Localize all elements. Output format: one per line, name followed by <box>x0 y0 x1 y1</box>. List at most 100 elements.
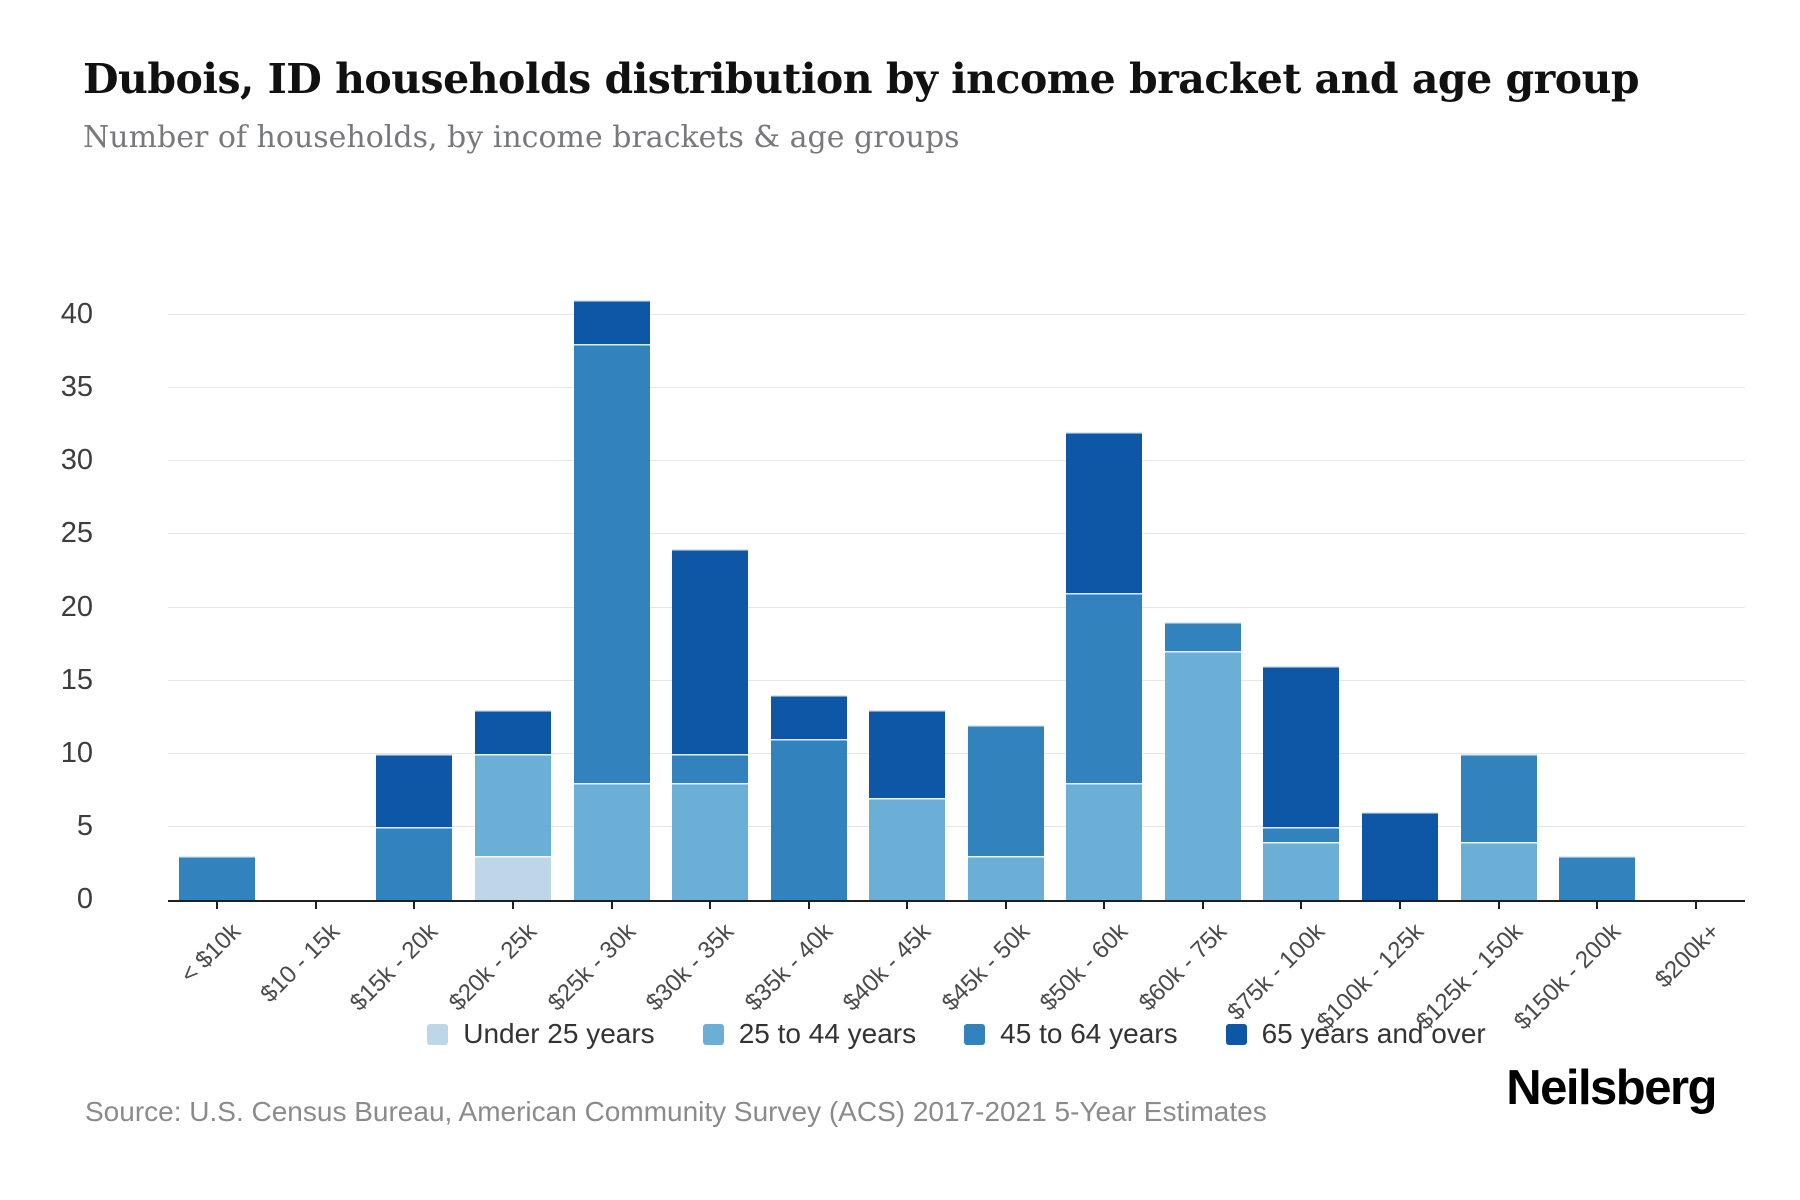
x-axis-tick-label: $30k - 35k <box>640 918 740 1017</box>
x-axis-tick <box>1201 900 1204 909</box>
legend-swatch-icon <box>702 1023 724 1045</box>
x-axis-tick-label: $200k+ <box>1649 918 1725 994</box>
legend-item-Under 25 years[interactable]: Under 25 years <box>427 1018 655 1050</box>
bar-segment-65 years and over[interactable] <box>672 549 749 754</box>
bar-$50k - 60k[interactable] <box>1066 432 1143 900</box>
x-axis-tick <box>1300 900 1303 909</box>
legend-label: Under 25 years <box>463 1018 655 1049</box>
gridline-35 <box>168 387 1745 389</box>
bar-segment-25 to 44 years[interactable] <box>672 783 749 900</box>
bar-$40k - 45k[interactable] <box>869 709 946 900</box>
gridline-25 <box>168 533 1745 535</box>
x-axis-tick-label: < $10k <box>175 918 247 989</box>
legend-item-25 to 44 years[interactable]: 25 to 44 years <box>702 1018 917 1050</box>
bar-segment-25 to 44 years[interactable] <box>1066 783 1143 900</box>
y-axis-tick-label: 25 <box>60 517 93 550</box>
y-axis-tick-label: 5 <box>76 809 93 842</box>
legend-swatch-icon <box>427 1023 449 1045</box>
bar-$75k - 100k[interactable] <box>1263 666 1340 900</box>
x-axis-tick-label: $25k - 30k <box>542 918 641 1017</box>
x-axis-tick-label: $15k - 20k <box>345 918 444 1017</box>
gridline-20 <box>168 606 1745 608</box>
bar-segment-65 years and over[interactable] <box>770 695 847 740</box>
bar-segment-45 to 64 years[interactable] <box>1460 753 1537 842</box>
gridline-15 <box>168 679 1745 681</box>
bar-segment-45 to 64 years[interactable] <box>967 724 1044 857</box>
bar-$30k - 35k[interactable] <box>672 549 749 900</box>
gridline-5 <box>168 825 1745 827</box>
legend-label: 65 years and over <box>1261 1018 1486 1049</box>
bar-segment-45 to 64 years[interactable] <box>573 344 650 783</box>
x-axis-tick <box>1596 900 1599 909</box>
x-axis-tick <box>413 900 416 909</box>
bar-$150k - 200k[interactable] <box>1559 856 1636 900</box>
y-axis-tick-label: 10 <box>60 736 93 769</box>
y-axis-tick-label: 30 <box>60 444 93 477</box>
bar-segment-45 to 64 years[interactable] <box>1263 826 1340 842</box>
x-axis-tick <box>709 900 712 909</box>
legend-label: 25 to 44 years <box>738 1018 917 1049</box>
source-attribution: Source: U.S. Census Bureau, American Com… <box>85 1096 1267 1127</box>
bar-segment-Under 25 years[interactable] <box>474 856 551 900</box>
bar-segment-45 to 64 years[interactable] <box>672 753 749 783</box>
bar-$25k - 30k[interactable] <box>573 300 650 900</box>
x-axis-tick <box>216 900 219 909</box>
bar-segment-65 years and over[interactable] <box>1066 432 1143 593</box>
x-axis-tick <box>906 900 909 909</box>
bar-segment-45 to 64 years[interactable] <box>376 826 453 900</box>
chart-legend: Under 25 years 25 to 44 years 45 to 64 yea… <box>168 1018 1745 1050</box>
bar-segment-65 years and over[interactable] <box>573 300 650 345</box>
bar-segment-45 to 64 years[interactable] <box>1066 592 1143 783</box>
bar-segment-65 years and over[interactable] <box>869 709 946 798</box>
gridline-30 <box>168 460 1745 462</box>
x-axis-tick <box>1497 900 1500 909</box>
x-axis-tick-label: $35k - 40k <box>739 918 838 1017</box>
bar-segment-45 to 64 years[interactable] <box>1164 622 1241 652</box>
y-axis-tick-label: 15 <box>60 663 93 696</box>
y-axis-tick-label: 35 <box>60 371 93 404</box>
x-axis-tick-label: $45k - 50k <box>936 918 1035 1017</box>
bar-segment-25 to 44 years[interactable] <box>474 753 551 857</box>
legend-item-65 years and over[interactable]: 65 years and over <box>1225 1018 1486 1050</box>
bar-segment-45 to 64 years[interactable] <box>179 856 256 900</box>
bar-segment-25 to 44 years[interactable] <box>1164 651 1241 900</box>
gridline-40 <box>168 314 1745 315</box>
neilsberg-logo: Neilsberg <box>1506 1061 1717 1115</box>
x-axis-tick-label: $40k - 45k <box>837 918 937 1017</box>
y-axis-tick-label: 20 <box>60 590 93 623</box>
bar-segment-65 years and over[interactable] <box>1263 666 1340 827</box>
y-axis-tick-label: 40 <box>60 298 93 330</box>
page-title: Dubois, ID households distribution by in… <box>83 55 1640 103</box>
bar-segment-65 years and over[interactable] <box>474 709 551 754</box>
bar-segment-45 to 64 years[interactable] <box>1559 856 1636 900</box>
bar-segment-65 years and over[interactable] <box>376 753 453 827</box>
bar-$35k - 40k[interactable] <box>770 695 847 900</box>
bar-segment-45 to 64 years[interactable] <box>770 739 847 900</box>
bar-segment-25 to 44 years[interactable] <box>573 783 650 900</box>
x-axis-tick <box>1103 900 1106 909</box>
legend-swatch-icon <box>1225 1023 1247 1045</box>
bar-$20k - 25k[interactable] <box>474 709 551 900</box>
bar-segment-25 to 44 years[interactable] <box>1460 841 1537 900</box>
x-axis-tick <box>807 900 810 909</box>
bar-$100k - 125k[interactable] <box>1362 812 1439 900</box>
bar-$15k - 20k[interactable] <box>376 753 453 900</box>
bar-segment-25 to 44 years[interactable] <box>1263 841 1340 900</box>
bar-$60k - 75k[interactable] <box>1164 622 1241 900</box>
bar-< $10k[interactable] <box>179 856 256 900</box>
stacked-bar-chart: 0 5 10 15 20 25 30 35 40 < $10k $10 - 15k $15k - 20… <box>61 300 1745 1035</box>
x-axis-tick-label: $75k - 100k <box>1222 918 1331 1026</box>
bar-$125k - 150k[interactable] <box>1460 753 1537 900</box>
x-axis-tick <box>1694 900 1697 909</box>
x-axis-tick-label: $60k - 75k <box>1133 918 1232 1017</box>
bar-segment-25 to 44 years[interactable] <box>967 856 1044 900</box>
bar-$45k - 50k[interactable] <box>967 724 1044 900</box>
bar-segment-65 years and over[interactable] <box>1362 812 1439 900</box>
legend-swatch-icon <box>964 1023 986 1045</box>
bar-segment-25 to 44 years[interactable] <box>869 797 946 900</box>
x-axis-tick <box>1004 900 1007 909</box>
gridline-10 <box>168 752 1745 754</box>
x-axis-tick <box>1399 900 1402 909</box>
legend-item-45 to 64 years[interactable]: 45 to 64 years <box>964 1018 1178 1050</box>
